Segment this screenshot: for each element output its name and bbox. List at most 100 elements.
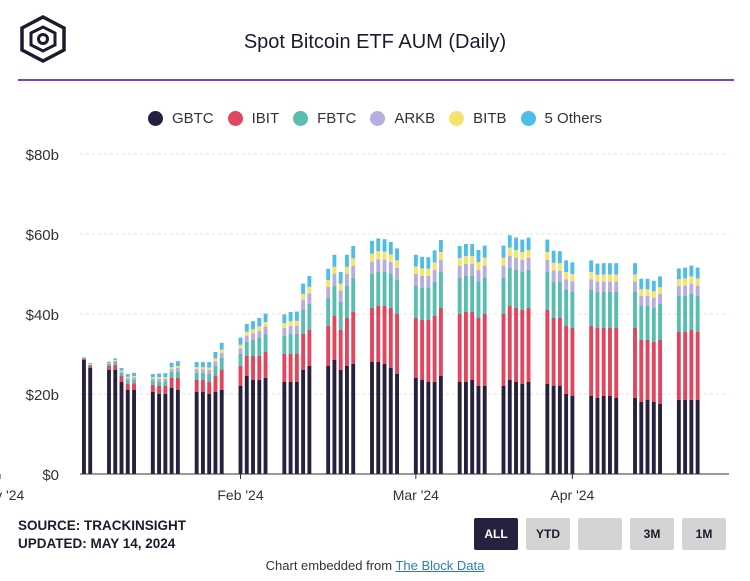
bar-segment-ibit: [482, 314, 487, 386]
bar-segment-arkb: [307, 293, 312, 304]
title-divider: [18, 79, 734, 81]
bar-segment-fbtc: [307, 304, 312, 330]
bar-segment-ibit: [463, 312, 468, 382]
bar-segment-bitb: [219, 349, 224, 353]
x-tick-label: May '24: [0, 487, 25, 503]
legend-item-arkb[interactable]: ARKB: [370, 110, 435, 127]
bar-segment-fbtc: [157, 381, 162, 386]
bar-segment-5-others: [695, 267, 700, 279]
bar-segment-bitb: [125, 376, 130, 378]
legend-label: BITB: [473, 110, 507, 127]
bar-segment-gbtc: [207, 394, 212, 474]
bar-segment-fbtc: [175, 371, 180, 378]
bar-segment-bitb: [157, 377, 162, 379]
legend-item-ibit[interactable]: IBIT: [227, 110, 280, 127]
bar-segment-arkb: [614, 281, 619, 292]
bar-segment-5-others: [351, 246, 356, 259]
bar-segment-5-others: [520, 239, 525, 252]
bar-segment-5-others: [150, 374, 155, 378]
bar-segment-5-others: [526, 237, 531, 250]
bar-segment-ibit: [608, 328, 612, 396]
legend-label: IBIT: [251, 110, 280, 127]
range-button-3m[interactable]: 3M: [630, 518, 674, 550]
bar-segment-gbtc: [438, 376, 443, 474]
legend-item-gbtc[interactable]: GBTC: [147, 110, 214, 127]
bar-segment-arkb: [658, 294, 662, 304]
bar-segment-ibit: [219, 370, 224, 390]
bar-segment-ibit: [388, 308, 393, 368]
bar-segment-ibit: [689, 330, 694, 400]
bar-segment-fbtc: [514, 270, 518, 308]
bar-segment-fbtc: [639, 306, 644, 340]
range-button-1m[interactable]: 1M: [682, 518, 726, 550]
bar-segment-5-others: [370, 240, 374, 254]
bar-segment-gbtc: [476, 386, 481, 474]
range-button-blank[interactable]: [578, 518, 622, 550]
bar-segment-ibit: [251, 356, 255, 380]
bar-segment-ibit: [507, 306, 512, 380]
bar-segment-arkb: [282, 328, 287, 336]
stacked-bar-chart: $0 $20b $40b $60b $80b Feb '24 Mar '24 Apr '24 M…: [0, 147, 729, 503]
bar-segment-ibit: [132, 383, 136, 390]
bar-segment-bitb: [683, 278, 688, 286]
legend-item-others[interactable]: 5 Others: [520, 110, 602, 127]
bar-segment-arkb: [351, 266, 356, 278]
bar-segment-gbtc: [200, 392, 205, 474]
bar-segment-arkb: [608, 281, 612, 292]
bar-segment-fbtc: [564, 290, 569, 326]
bar-segment-bitb: [595, 274, 600, 282]
bar-segment-ibit: [107, 366, 111, 370]
bar-segment-ibit: [564, 326, 569, 394]
bar-segment-bitb: [251, 329, 255, 334]
bar-segment-arkb: [238, 348, 243, 354]
bar-segment-gbtc: [608, 396, 612, 474]
bar-segment-gbtc: [413, 378, 418, 474]
legend-item-bitb[interactable]: BITB: [449, 110, 507, 127]
bar-segment-fbtc: [501, 278, 506, 314]
y-tick-label: $0: [42, 467, 59, 484]
bar-segment-arkb: [163, 378, 168, 382]
bar-segment-arkb: [557, 270, 562, 282]
bar-segment-gbtc: [395, 374, 399, 474]
bar-segment-gbtc: [601, 396, 606, 474]
bar-segment-5-others: [132, 372, 136, 376]
bar-segment-fbtc: [244, 342, 249, 356]
bar-segment-gbtc: [520, 384, 525, 474]
bar-segment-gbtc: [113, 370, 118, 474]
legend-swatch: [147, 111, 163, 126]
bar-segment-bitb: [163, 377, 168, 379]
bar-segment-arkb: [601, 281, 606, 292]
legend-swatch: [520, 111, 536, 126]
bar-segment-gbtc: [382, 364, 387, 474]
bar-segment-gbtc: [132, 390, 136, 474]
bar-segment-arkb: [257, 330, 262, 338]
range-button-all[interactable]: ALL: [474, 518, 518, 550]
bar-segment-arkb: [345, 274, 349, 286]
bar-segment-5-others: [432, 250, 437, 263]
legend-item-fbtc[interactable]: FBTC: [293, 110, 356, 127]
bar-segment-5-others: [545, 239, 550, 252]
bar-segment-ibit: [244, 356, 249, 376]
bar-segment-fbtc: [213, 366, 218, 376]
bar-segment-bitb: [545, 252, 550, 260]
bar-segment-fbtc: [413, 286, 418, 318]
bar-segment-fbtc: [463, 276, 468, 312]
y-tick-label: $40b: [26, 307, 59, 324]
bar-segment-ibit: [282, 354, 287, 382]
y-tick-label: $20b: [26, 387, 59, 404]
bar-segment-5-others: [463, 244, 468, 256]
bar-segment-ibit: [676, 332, 681, 400]
bar-segment-bitb: [614, 274, 619, 282]
bar-segment-fbtc: [351, 278, 356, 312]
bar-segment-gbtc: [376, 362, 381, 474]
bar-segment-fbtc: [633, 292, 637, 328]
bar-segment-gbtc: [150, 392, 155, 474]
range-button-ytd[interactable]: YTD: [526, 518, 570, 550]
bar-segment-ibit: [175, 378, 180, 390]
bar-segment-gbtc: [676, 400, 681, 474]
bar-segment-5-others: [113, 358, 118, 360]
bar-segment-gbtc: [257, 380, 262, 474]
bar-segment-5-others: [219, 342, 224, 350]
bar-segment-ibit: [125, 384, 130, 390]
the-block-data-link[interactable]: The Block Data: [395, 558, 485, 573]
